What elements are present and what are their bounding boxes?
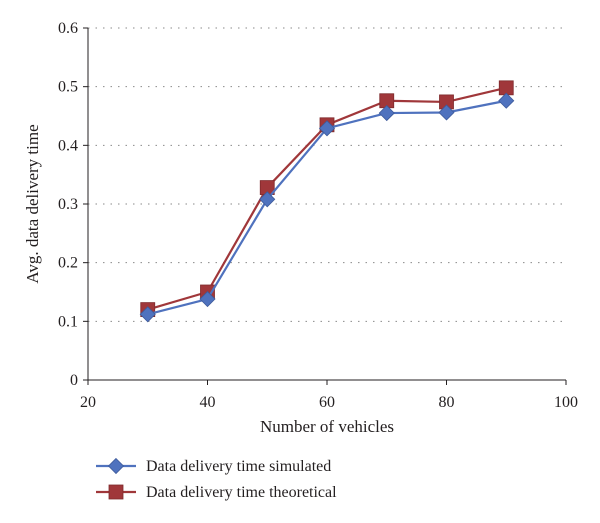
- series-theoretical: [140, 80, 514, 318]
- series-simulated: [139, 92, 515, 323]
- legend-marker: [107, 457, 125, 475]
- x-tick-label: 60: [319, 394, 335, 411]
- y-tick-label: 0.1: [58, 313, 78, 330]
- data-point: [438, 104, 455, 121]
- y-tick-label: 0.5: [58, 79, 78, 96]
- gridlines: [88, 27, 566, 322]
- y-tick-label: 0.4: [58, 137, 78, 154]
- x-tick-label: 80: [439, 394, 455, 411]
- legend-item: Data delivery time simulated: [96, 457, 331, 475]
- legend-marker: [108, 484, 124, 500]
- legend-label: Data delivery time theoretical: [146, 484, 337, 501]
- legend-item: Data delivery time theoretical: [96, 484, 337, 501]
- legend-label: Data delivery time simulated: [146, 458, 331, 475]
- legend: Data delivery time simulated Data deliver…: [96, 457, 337, 501]
- data-point: [139, 306, 156, 323]
- series: [139, 80, 515, 323]
- y-axis-title: Avg. data delivery time: [23, 124, 42, 283]
- x-tick-label: 40: [200, 394, 216, 411]
- y-ticks: 0 0.1 0.2 0.3 0.4 0.5 0.6: [58, 20, 88, 389]
- data-point: [498, 92, 515, 109]
- data-point: [378, 105, 395, 122]
- y-tick-label: 0.6: [58, 20, 78, 37]
- x-tick-label: 20: [80, 394, 96, 411]
- y-tick-label: 0.3: [58, 196, 78, 213]
- x-axis-title: Number of vehicles: [260, 417, 394, 436]
- x-tick-label: 100: [554, 394, 578, 411]
- y-tick-label: 0: [70, 372, 78, 389]
- data-point: [318, 120, 336, 137]
- data-point: [199, 290, 216, 308]
- x-ticks: 20 40 60 80 100: [80, 380, 578, 411]
- data-point: [259, 191, 276, 208]
- y-tick-label: 0.2: [58, 255, 78, 272]
